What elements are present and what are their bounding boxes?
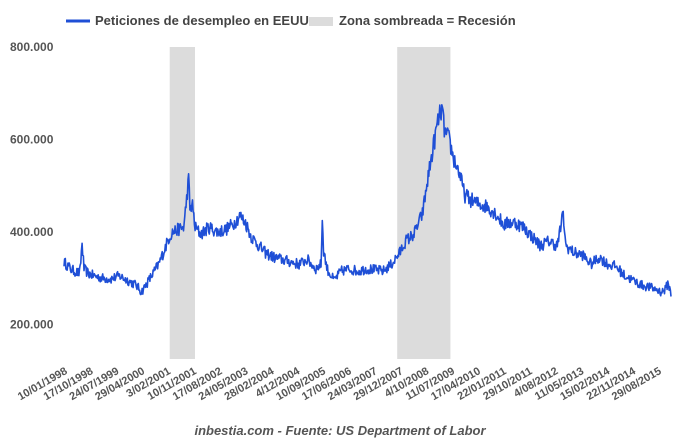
legend-series-label: Peticiones de desempleo en EEUU — [95, 13, 309, 28]
legend-recession-swatch — [309, 17, 333, 26]
series-line-1 — [63, 104, 672, 297]
y-tick-label: 600.000 — [10, 132, 54, 146]
y-tick-label: 400.000 — [10, 225, 54, 239]
chart-source-caption: inbestia.com - Fuente: US Department of … — [194, 423, 486, 438]
x-axis: 10/01/199817/10/199824/07/199929/04/2000… — [16, 365, 664, 403]
recession-bands — [169, 47, 451, 359]
recession-band-1 — [169, 47, 195, 359]
legend-recession-label: Zona sombreada = Recesión — [339, 13, 516, 28]
series-layer — [63, 104, 672, 297]
y-tick-label: 800.000 — [10, 40, 54, 54]
y-axis: 200.000 400.000 600.000 800.000 — [10, 40, 54, 331]
y-tick-label: 200.000 — [10, 317, 54, 331]
legend: Peticiones de desempleo en EEUU Zona som… — [66, 13, 516, 28]
